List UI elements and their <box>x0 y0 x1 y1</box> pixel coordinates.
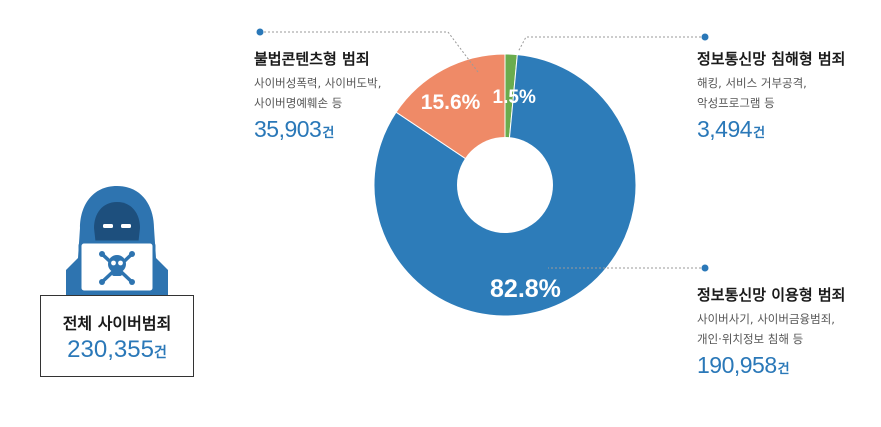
category-count-unit: 건 <box>322 126 335 141</box>
category-desc-line: 해킹, 서비스 거부공격, <box>697 76 807 90</box>
total-box: 전체 사이버범죄 230,355건 <box>40 295 194 377</box>
slice-percent-label: 1.5% <box>493 87 536 108</box>
category-desc-line: 사이버명예훼손 등 <box>254 96 343 110</box>
slice-percent-label: 82.8% <box>490 275 561 303</box>
category-count-unit: 건 <box>777 362 790 377</box>
category-illegal-content: 불법콘텐츠형 범죄 사이버성폭력, 사이버도박, 사이버명예훼손 등 35,90… <box>254 48 381 143</box>
leader-dot-illegal-content <box>256 28 264 36</box>
category-count-value: 35,903 <box>254 116 322 142</box>
category-desc-line: 개인·위치정보 침해 등 <box>697 332 804 346</box>
total-count-value: 230,355 <box>67 336 154 363</box>
leader-dot-network-intrusion <box>701 33 709 41</box>
category-desc-line: 사이버사기, 사이버금융범죄, <box>697 312 835 326</box>
total-title: 전체 사이버범죄 <box>62 314 172 333</box>
total-count-unit: 건 <box>153 345 167 361</box>
category-title: 정보통신망 침해형 범죄 <box>697 50 846 68</box>
category-count: 3,494건 <box>697 116 845 143</box>
leader-line-illegal-content <box>260 31 479 73</box>
total-count: 230,355건 <box>41 336 193 364</box>
category-count: 190,958건 <box>697 352 845 379</box>
category-title: 정보통신망 이용형 범죄 <box>697 286 846 304</box>
leader-dot-network-use <box>701 264 709 272</box>
category-count-value: 190,958 <box>697 352 777 378</box>
category-network-use: 정보통신망 이용형 범죄 사이버사기, 사이버금융범죄, 개인·위치정보 침해 … <box>697 284 845 379</box>
category-desc-line: 사이버성폭력, 사이버도박, <box>254 76 382 90</box>
category-count-unit: 건 <box>753 126 766 141</box>
category-count: 35,903건 <box>254 116 381 143</box>
skull-crossbones-icon <box>99 251 135 285</box>
category-desc-line: 악성프로그램 등 <box>697 96 775 110</box>
slice-percent-label: 15.6% <box>421 91 481 114</box>
leader-line-network-intrusion <box>517 36 705 53</box>
category-title: 불법콘텐츠형 범죄 <box>254 50 370 68</box>
category-network-intrusion: 정보통신망 침해형 범죄 해킹, 서비스 거부공격, 악성프로그램 등 3,49… <box>697 48 845 143</box>
category-count-value: 3,494 <box>697 116 753 142</box>
donut-hole <box>457 137 553 233</box>
